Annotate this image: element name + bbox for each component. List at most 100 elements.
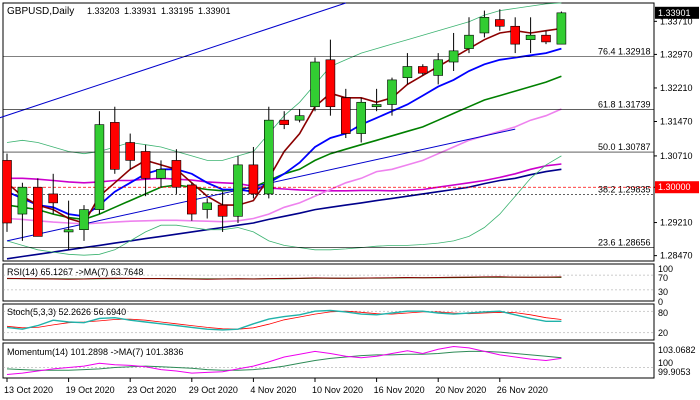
overlay-line-7 (6, 155, 562, 256)
rsi-line (6, 276, 562, 280)
candle-body (510, 25, 521, 45)
stoch-label: Stoch(5,3,3) 52.2626 56.6940 (7, 307, 126, 317)
price-panel (2, 2, 655, 262)
rsi-tick-70: 70 (658, 273, 668, 283)
candle-body (263, 119, 274, 195)
momentum-line (6, 345, 562, 375)
candles (2, 9, 567, 250)
ohlc-high: 1.33931 (124, 6, 157, 16)
price-tick-label: 1.28470 (660, 251, 693, 261)
price-tick-label: 1.32970 (660, 49, 693, 59)
time-axis: 13 Oct 2020 19 Oct 2020 23 Oct 2020 29 Oct … (4, 378, 548, 395)
candle-body (525, 34, 536, 40)
channel-line-0 (0, 2, 346, 119)
candle-body (402, 66, 413, 78)
ref-price-box (655, 181, 699, 194)
momentum-panel (2, 342, 655, 379)
candle-body (356, 101, 367, 134)
time-tick-label: 26 Nov 2020 (497, 385, 548, 395)
candle-body (171, 160, 182, 188)
candle-body (340, 97, 351, 134)
ref-price-label: 1.30000 (658, 182, 691, 192)
time-tick-label: 23 Oct 2020 (127, 385, 176, 395)
candle-body (2, 160, 12, 224)
momentum-lines (3, 345, 654, 375)
fibonacci-levels: 76.4 1.32918 61.8 1.31739 50.0 1.30787 38.2… (3, 47, 654, 248)
candle-body (140, 151, 151, 179)
stoch-main-line (6, 309, 562, 331)
price-tick-label: 1.33710 (660, 16, 693, 26)
fib-label-1: 61.8 1.31739 (598, 99, 651, 109)
rsi-tick-0: 0 (658, 297, 663, 307)
fib-label-2: 50.0 1.30787 (598, 142, 651, 152)
channel-line-1 (6, 128, 516, 242)
price-tick-label: 1.30710 (660, 151, 693, 161)
candle-body (417, 66, 428, 74)
candle-body (494, 19, 505, 27)
candle-body (233, 164, 243, 217)
candle-body (279, 119, 290, 125)
current-price-label: 1.33901 (658, 8, 691, 18)
candle-body (464, 34, 474, 49)
stoch-panel (2, 303, 655, 341)
candle-body (125, 142, 135, 161)
fib-label-0: 76.4 1.32918 (598, 47, 651, 57)
time-tick-label: 19 Oct 2020 (66, 385, 115, 395)
time-tick-label: 16 Nov 2020 (374, 385, 425, 395)
candle-body (202, 202, 212, 210)
candle-body (294, 115, 305, 121)
chart-title: GBPUSD,Daily (7, 6, 74, 17)
momentum-tick-100: 100 (658, 358, 673, 368)
candle-body (17, 186, 28, 215)
current-price-box (655, 6, 699, 19)
candle-body (541, 34, 551, 43)
candle-body (248, 164, 259, 195)
ohlc-open: 1.33203 (87, 6, 120, 16)
candle-body (32, 186, 43, 237)
overlay-line-2 (6, 108, 562, 225)
candle-body (217, 204, 228, 217)
candle-body (371, 104, 382, 108)
candle-body (310, 61, 320, 108)
price-tick-label: 1.32210 (660, 83, 693, 93)
candle-body (325, 59, 336, 108)
time-tick-label: 10 Nov 2020 (312, 385, 363, 395)
candle-body (110, 122, 120, 170)
candle-body (387, 79, 397, 105)
candle-body (479, 17, 490, 34)
candle-body (433, 59, 444, 76)
channel-lines (0, 2, 516, 242)
fib-label-3: 38.2 1.29835 (598, 185, 651, 195)
time-tick-label: 20 Nov 2020 (435, 385, 486, 395)
candle-body (156, 169, 166, 179)
momentum-tick-low: 99.9053 (658, 367, 691, 377)
time-tick-label: 4 Nov 2020 (250, 385, 296, 395)
price-axis: 1.33710 1.32970 1.32210 1.31470 1.30710 1.300… (654, 6, 699, 261)
stoch-tick-20: 20 (658, 328, 668, 338)
stoch-lines (3, 309, 654, 334)
candle-body (448, 50, 459, 63)
rsi-tick-100: 100 (658, 264, 673, 274)
time-tick-label: 13 Oct 2020 (4, 385, 53, 395)
price-tick-label: 1.31470 (660, 116, 693, 126)
ohlc-close: 1.33901 (198, 6, 231, 16)
momentum-ma-line (6, 350, 562, 371)
fib-label-4: 23.6 1.28656 (598, 237, 651, 247)
candle-body (63, 229, 74, 233)
candle-body (79, 209, 89, 231)
stoch-tick-80: 80 (658, 308, 668, 318)
rsi-tick-30: 30 (658, 287, 668, 297)
time-tick-label: 29 Oct 2020 (189, 385, 238, 395)
candle-body (94, 124, 105, 210)
rsi-label: RSI(14) 65.1267 ->MA(7) 63.7648 (7, 267, 143, 277)
momentum-tick-high: 103.0682 (658, 345, 696, 355)
rsi-lines (3, 274, 654, 291)
rsi-panel (2, 263, 655, 302)
ohlc-low: 1.33195 (161, 6, 194, 16)
price-tick-label: 1.29210 (660, 218, 693, 228)
candle-body (48, 193, 59, 204)
candle-body (187, 184, 197, 215)
momentum-label: Momentum(14) 101.2898 ->MA(7) 101.3836 (7, 347, 183, 357)
